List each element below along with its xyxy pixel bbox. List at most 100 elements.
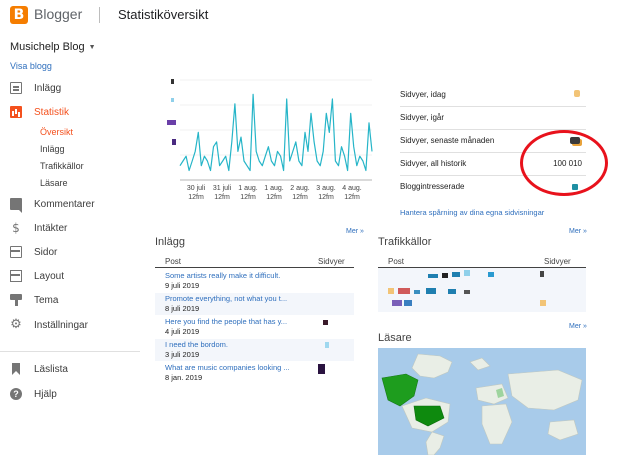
sidebar-item-layout[interactable]: Layout — [10, 268, 64, 284]
views-redacted — [325, 342, 329, 348]
x-tick-label: 12fm — [214, 194, 230, 201]
traffic-section-title: Trafikkällor — [378, 236, 432, 248]
stat-label: Sidvyer, all historik — [400, 159, 467, 168]
stat-row-yesterday: Sidvyer, igår — [400, 107, 586, 130]
x-tick-label: 1 aug. — [238, 185, 258, 192]
post-title-link[interactable]: Here you find the people that has y... — [165, 317, 288, 326]
sidebar-divider — [0, 351, 140, 352]
dollar-icon: $ — [12, 221, 20, 235]
posts-table-header-line — [155, 267, 354, 268]
blogger-logo-icon[interactable]: B — [10, 6, 28, 24]
posts-col-views: Sidvyer — [318, 257, 345, 266]
brand-name[interactable]: Blogger — [34, 6, 83, 22]
highlight-circle-annotation — [520, 130, 608, 196]
x-tick-label: 31 juli — [213, 185, 232, 192]
post-date: 8 jan. 2019 — [165, 373, 203, 382]
manage-tracking-link[interactable]: Hantera spårning av dina egna sidvisning… — [400, 208, 545, 217]
posts-col-post: Post — [165, 257, 182, 266]
views-redacted — [323, 320, 328, 325]
sidebar-item-label: Inlägg — [34, 82, 62, 94]
stat-label: Sidvyer, senaste månaden — [400, 136, 495, 145]
legend-mark — [171, 79, 174, 84]
post-date: 4 juli 2019 — [165, 327, 200, 336]
pages-icon — [10, 246, 22, 258]
stats-more-link[interactable]: Mer » — [569, 228, 587, 235]
blog-selector[interactable]: Musichelp Blog ▼ — [10, 41, 96, 53]
x-tick-label: 12fm — [344, 194, 360, 201]
sidebar-item-label: Tema — [34, 294, 59, 306]
redacted-marks — [388, 270, 546, 306]
blog-name: Musichelp Blog — [10, 41, 85, 53]
sidebar-item-pages[interactable]: Sidor — [10, 244, 57, 260]
sidebar-subitem-overview[interactable]: Översikt — [40, 127, 74, 137]
chart-more-link[interactable]: Mer » — [346, 228, 364, 235]
header-divider — [99, 7, 100, 23]
pageviews-chart: 30 juli 12fm 31 juli 12fm 1 aug. 12fm 1 aug. 12… — [179, 79, 373, 201]
sidebar-item-stats[interactable]: Statistik — [10, 104, 69, 120]
x-tick-label: 3 aug. — [316, 185, 336, 192]
bookmark-icon — [10, 363, 22, 375]
sidebar-subitem-posts[interactable]: Inlägg — [40, 144, 65, 154]
legend-mark — [167, 120, 176, 125]
table-row: Promote everything, not what you t... 8 … — [155, 293, 354, 315]
comment-icon — [10, 198, 22, 213]
sidebar-item-label: Statistik — [34, 106, 70, 118]
sidebar-item-reading-list[interactable]: Läslista — [10, 361, 68, 377]
legend-mark — [171, 98, 174, 102]
post-title-link[interactable]: Some artists really make it difficult. — [165, 271, 281, 280]
sidebar-item-label: Sidor — [34, 246, 58, 258]
help-icon: ? — [10, 388, 22, 400]
x-tick-label: 12fm — [240, 194, 256, 201]
post-title-link[interactable]: I need the bordom. — [165, 340, 228, 349]
table-row: Here you find the people that has y... 4… — [155, 316, 354, 338]
sidebar-item-settings[interactable]: ⚙ Inställningar — [10, 317, 88, 333]
table-row: I need the bordom. 3 juli 2019 — [155, 339, 354, 361]
x-tick-label: 30 juli — [187, 185, 206, 192]
x-tick-label: 1 aug. — [264, 185, 284, 192]
caret-down-icon: ▼ — [88, 43, 96, 51]
traffic-col-views: Sidvyer — [544, 257, 571, 266]
table-row: What are music companies looking ... 8 j… — [155, 362, 354, 384]
post-title-link[interactable]: Promote everything, not what you t... — [165, 294, 288, 303]
traffic-sources-redacted — [378, 268, 586, 312]
traffic-more-link[interactable]: Mer » — [569, 323, 587, 330]
stat-value-redacted — [574, 90, 580, 97]
readers-section-title: Läsare — [378, 332, 412, 344]
gear-icon: ⚙ — [10, 317, 22, 332]
posts-icon — [10, 82, 22, 94]
stat-label: Sidvyer, idag — [400, 90, 446, 99]
post-title-link[interactable]: What are music companies looking ... — [165, 363, 290, 372]
views-redacted — [318, 364, 325, 374]
app-header: B Blogger Statistiköversikt — [0, 0, 640, 34]
layout-icon — [10, 270, 22, 282]
sidebar-item-comments[interactable]: Kommentarer — [10, 196, 95, 213]
sidebar-item-label: Läslista — [34, 363, 68, 375]
x-tick-label: 12fm — [266, 194, 282, 201]
sidebar-item-label: Kommentarer — [34, 198, 95, 210]
sidebar-subitem-traffic[interactable]: Trafikkällor — [40, 161, 84, 171]
view-blog-link[interactable]: Visa blogg — [10, 61, 52, 71]
x-tick-label: 12fm — [188, 194, 204, 201]
stats-icon — [10, 106, 22, 118]
sidebar-item-label: Intäkter — [34, 222, 68, 234]
sidebar-item-theme[interactable]: Tema — [10, 292, 58, 308]
x-tick-label: 4 aug. — [342, 185, 362, 192]
sidebar-subitem-readers[interactable]: Läsare — [40, 178, 68, 188]
posts-section-title: Inlägg — [155, 236, 185, 248]
theme-icon — [10, 294, 22, 306]
sidebar-item-posts[interactable]: Inlägg — [10, 80, 61, 96]
post-date: 9 juli 2019 — [165, 281, 200, 290]
x-tick-label: 12fm — [318, 194, 334, 201]
sidebar-item-help[interactable]: ? Hjälp — [10, 386, 57, 402]
table-row: Some artists really make it difficult. 9… — [155, 270, 354, 292]
series-line-0 — [179, 93, 373, 172]
readers-world-map — [378, 348, 586, 455]
sidebar-item-label: Layout — [34, 270, 65, 282]
stat-label: Bloggintresserade — [400, 182, 465, 191]
traffic-table-header-line — [378, 267, 586, 268]
sidebar-item-earnings[interactable]: $ Intäkter — [10, 220, 67, 236]
post-date: 3 juli 2019 — [165, 350, 200, 359]
page-title: Statistiköversikt — [118, 7, 209, 22]
x-tick-label: 12fm — [292, 194, 308, 201]
legend-mark — [172, 139, 176, 145]
